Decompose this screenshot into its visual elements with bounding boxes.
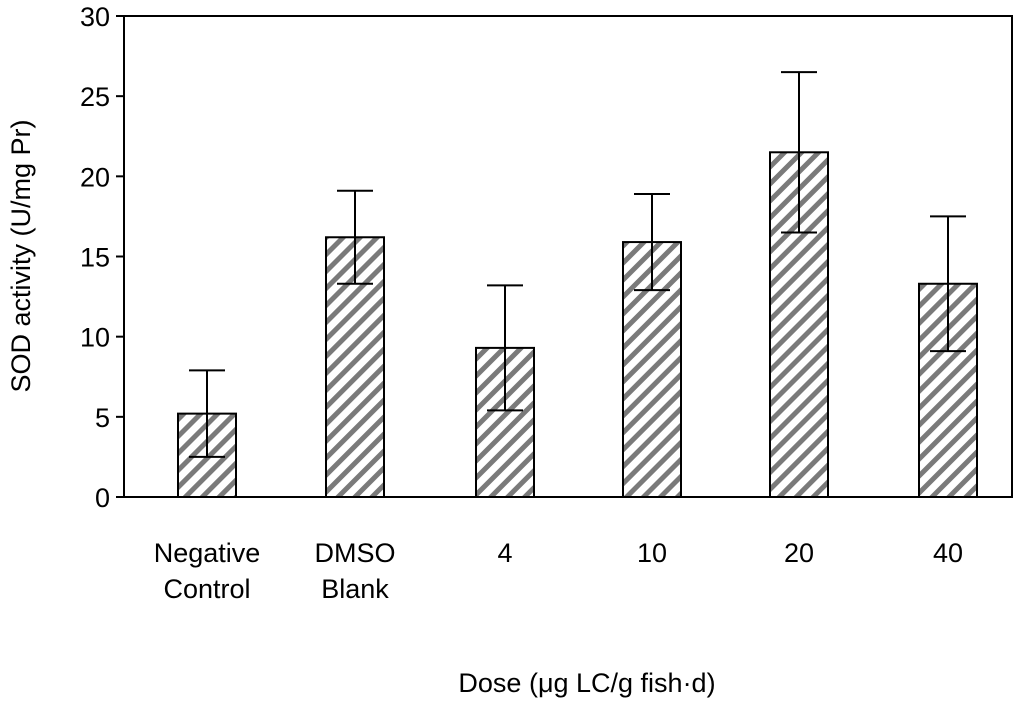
x-category-label-5: 40 xyxy=(933,538,963,568)
y-axis: 0 5 10 15 20 25 30 xyxy=(80,2,124,513)
error-bar-5 xyxy=(930,215,966,353)
y-tick-label-10: 10 xyxy=(80,323,110,353)
bar-series xyxy=(177,151,978,499)
y-tick-label-5: 5 xyxy=(95,403,110,433)
error-bar-4 xyxy=(781,71,817,234)
x-category-label-3: 10 xyxy=(637,538,667,568)
y-axis-title: SOD activity (U/mg Pr) xyxy=(6,119,36,392)
error-bar-1 xyxy=(337,189,373,285)
x-category-label-2: 4 xyxy=(497,538,512,568)
x-axis-category-labels: Negative Control DMSO Blank 4 10 20 40 xyxy=(154,538,963,604)
y-tick-label-15: 15 xyxy=(80,243,110,273)
error-bar-2 xyxy=(487,284,523,412)
y-tick-label-25: 25 xyxy=(80,82,110,112)
error-bar-0 xyxy=(189,369,225,458)
plot-area-frame xyxy=(123,15,1013,498)
x-category-label-0: Negative Control xyxy=(154,538,261,604)
x-category-label-4: 20 xyxy=(784,538,814,568)
y-tick-label-0: 0 xyxy=(95,483,110,513)
x-category-label-1: DMSO Blank xyxy=(315,538,396,604)
y-tick-label-30: 30 xyxy=(80,2,110,32)
x-axis-title: Dose (μg LC/g fish·d) xyxy=(458,668,715,698)
error-bar-series xyxy=(189,71,966,458)
y-tick-label-20: 20 xyxy=(80,162,110,192)
error-bar-3 xyxy=(634,192,670,292)
